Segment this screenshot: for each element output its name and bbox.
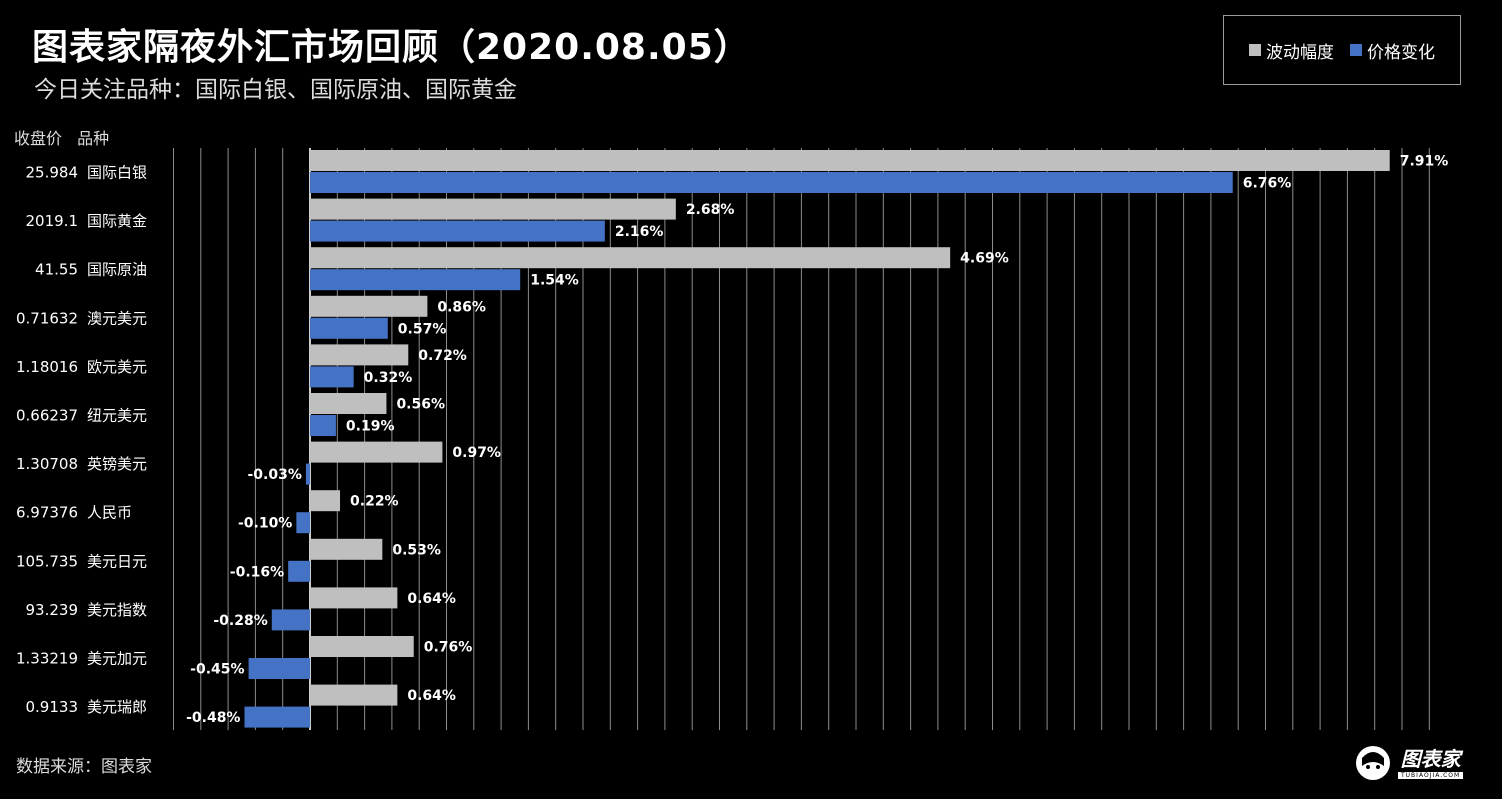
closing-price-label: 105.735	[16, 552, 78, 570]
category-label: 纽元美元	[87, 407, 147, 425]
category-label: 国际原油	[87, 261, 147, 279]
closing-price-label: 41.55	[35, 261, 78, 279]
logo-text-en: TUBIAOJIA.COM	[1398, 771, 1464, 779]
volatility-data-label: 0.22%	[350, 494, 399, 510]
change-bar	[310, 220, 605, 242]
closing-price-label: 93.239	[26, 601, 79, 619]
legend: 波动幅度 价格变化	[1223, 15, 1461, 85]
change-bar	[310, 172, 1233, 193]
closing-price-label: 0.9133	[26, 698, 79, 716]
volatility-bar	[310, 538, 383, 560]
legend-swatch-volatility	[1249, 44, 1261, 56]
change-bar	[244, 706, 310, 728]
legend-item-volatility: 波动幅度	[1249, 38, 1334, 63]
change-data-label: 1.54%	[530, 273, 579, 289]
change-bar	[248, 658, 310, 679]
change-data-label: 2.16%	[615, 224, 664, 240]
category-label: 国际白银	[87, 164, 147, 182]
change-data-label: -0.10%	[238, 516, 292, 532]
category-label: 美元指数	[87, 601, 147, 619]
volatility-bar	[310, 295, 428, 317]
closing-price-label: 0.71632	[16, 309, 78, 327]
closing-price-label: 2019.1	[26, 212, 79, 230]
category-label: 美元瑞郎	[87, 698, 147, 716]
change-bar	[288, 560, 310, 582]
column-headers: 收盘价 品种	[14, 125, 109, 149]
category-label: 美元日元	[87, 552, 147, 570]
closing-price-label: 6.97376	[16, 504, 78, 522]
category-label: 欧元美元	[87, 358, 147, 376]
category-label: 美元加元	[87, 650, 147, 668]
volatility-bar	[310, 684, 398, 706]
change-bar	[310, 415, 336, 436]
volatility-bar	[310, 490, 341, 512]
volatility-bar	[310, 636, 414, 657]
change-bar	[305, 463, 310, 485]
category-label: 英镑美元	[87, 455, 147, 473]
legend-item-change: 价格变化	[1350, 38, 1435, 63]
volatility-bar	[310, 247, 951, 269]
volatility-bar	[310, 393, 387, 414]
change-data-label: 0.19%	[346, 419, 395, 435]
column-header-price: 收盘价	[14, 129, 63, 148]
closing-price-label: 0.66237	[16, 407, 78, 425]
volatility-bar	[310, 344, 409, 366]
column-header-name: 品种	[77, 129, 110, 148]
volatility-data-label: 4.69%	[960, 251, 1009, 267]
closing-price-label: 1.33219	[16, 650, 78, 668]
change-bar	[310, 269, 521, 291]
volatility-data-label: 2.68%	[686, 202, 735, 218]
change-data-label: 0.57%	[398, 321, 447, 337]
change-data-label: 6.76%	[1243, 176, 1292, 192]
change-bar	[310, 317, 388, 339]
change-data-label: -0.03%	[248, 467, 302, 483]
category-label: 国际黄金	[87, 212, 147, 230]
change-data-label: -0.28%	[213, 613, 267, 629]
change-data-label: -0.16%	[230, 564, 284, 580]
volatility-data-label: 0.97%	[452, 445, 501, 461]
change-bar	[271, 609, 310, 631]
data-source: 数据来源：图表家	[16, 757, 152, 777]
closing-price-label: 25.984	[26, 164, 79, 182]
chart-title: 图表家隔夜外汇市场回顾（2020.08.05）	[32, 27, 751, 68]
closing-price-label: 1.30708	[16, 455, 78, 473]
volatility-data-label: 0.56%	[396, 397, 445, 413]
volatility-data-label: 0.53%	[392, 542, 441, 558]
change-data-label: -0.48%	[186, 710, 240, 726]
change-bar	[310, 366, 354, 388]
volatility-data-label: 0.86%	[437, 299, 486, 315]
change-data-label: 0.32%	[364, 370, 413, 386]
logo-text-cn: 图表家	[1400, 746, 1461, 771]
category-label: 人民币	[87, 504, 132, 522]
brand-logo: 图表家 TUBIAOJIA.COM	[1354, 744, 1464, 782]
legend-label-volatility: 波动幅度	[1266, 42, 1334, 63]
volatility-data-label: 0.76%	[424, 640, 473, 656]
volatility-bar	[310, 150, 1390, 171]
volatility-data-label: 0.64%	[407, 591, 456, 607]
volatility-bar	[310, 198, 676, 220]
change-bar	[296, 512, 310, 534]
brand-face-icon	[1356, 746, 1390, 780]
chart-subtitle: 今日关注品种：国际白银、国际原油、国际黄金	[34, 77, 517, 103]
closing-price-label: 1.18016	[16, 358, 78, 376]
volatility-data-label: 7.91%	[1400, 154, 1449, 170]
volatility-data-label: 0.72%	[418, 348, 467, 364]
volatility-data-label: 0.64%	[407, 688, 456, 704]
legend-label-change: 价格变化	[1367, 42, 1435, 63]
change-data-label: -0.45%	[190, 662, 244, 678]
volatility-bar	[310, 587, 398, 609]
legend-swatch-change	[1350, 44, 1362, 56]
volatility-bar	[310, 441, 443, 463]
category-label: 澳元美元	[87, 309, 147, 327]
